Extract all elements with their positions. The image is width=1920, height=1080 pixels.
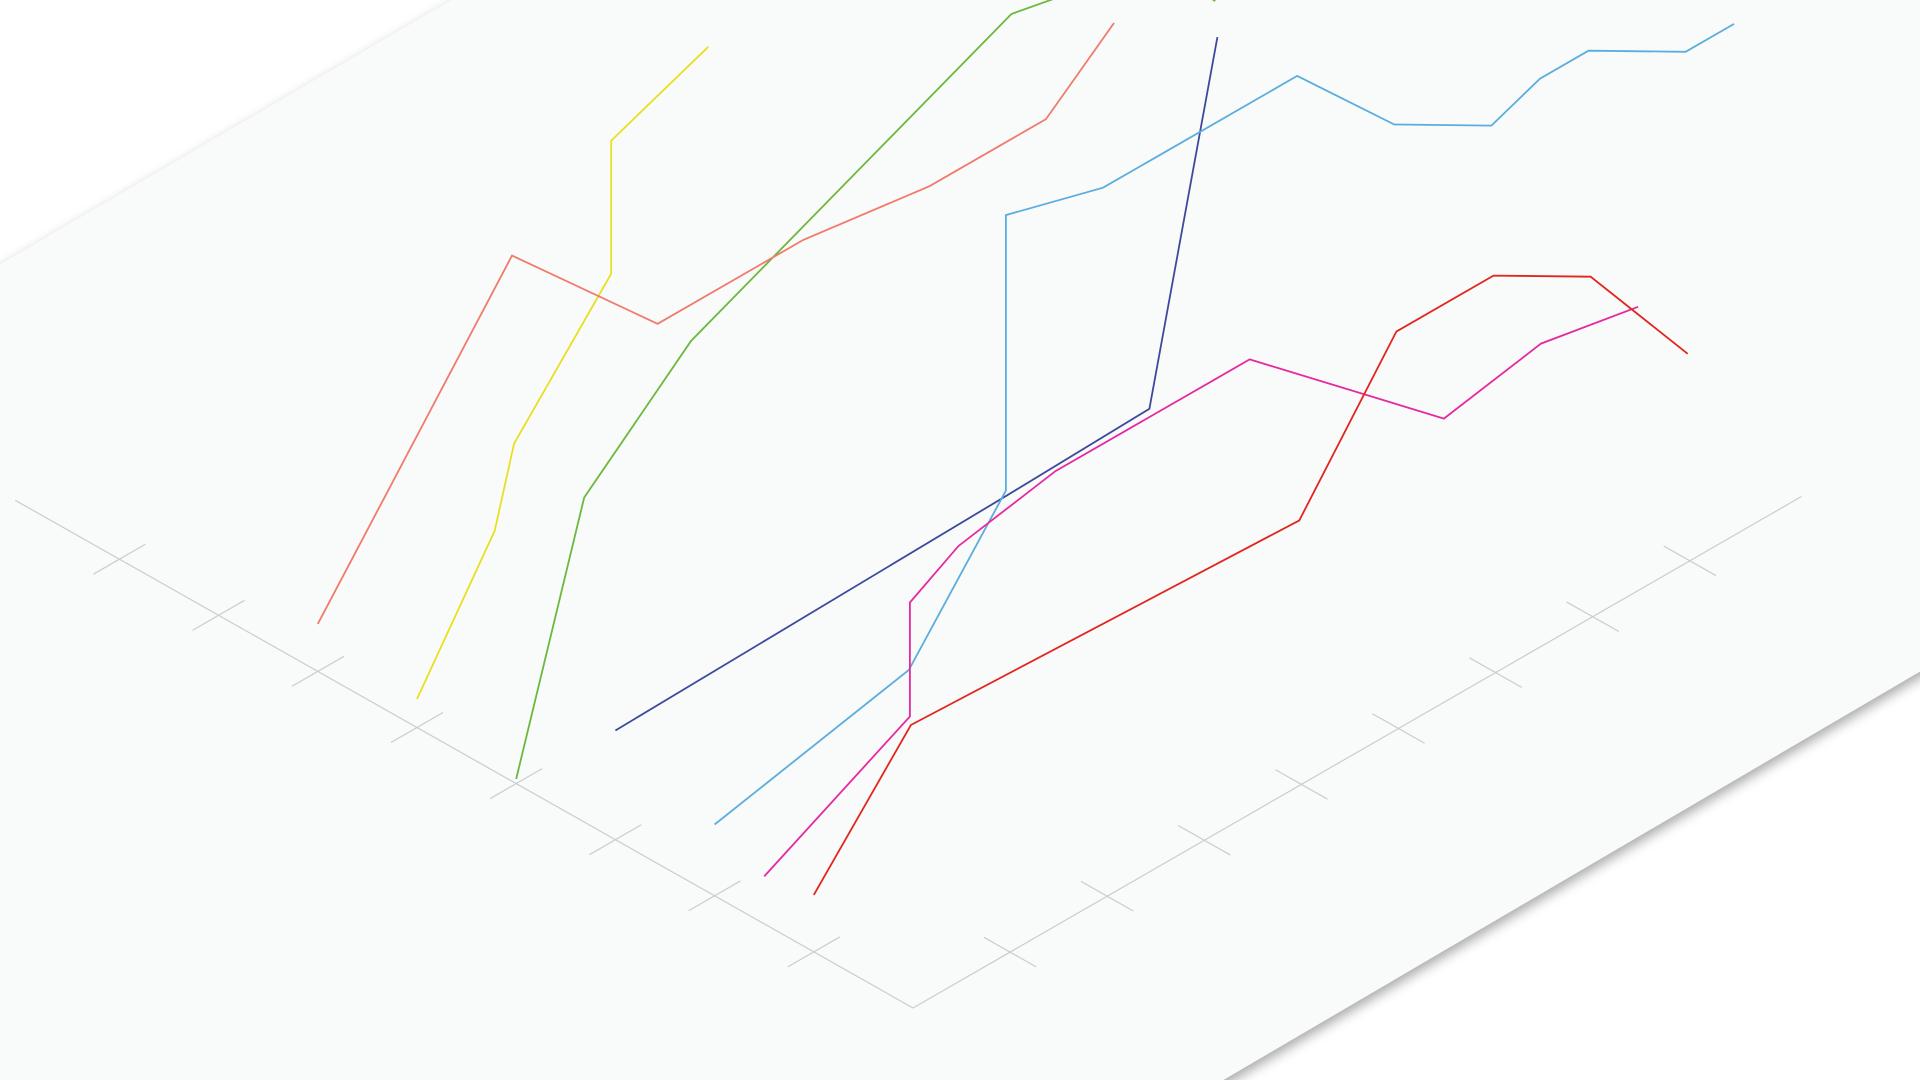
x-axis-tick	[1663, 545, 1717, 577]
series-line-7	[813, 274, 1689, 896]
series-line-5	[317, 22, 1115, 625]
series-lines	[317, 0, 1735, 896]
x-axis-line	[912, 495, 1802, 1009]
x-axis-tick	[983, 936, 1037, 968]
y-axis-tick	[688, 880, 741, 912]
y-axis-line	[14, 499, 914, 1009]
series-line-4	[714, 23, 1735, 826]
series-line-2	[515, 0, 1216, 780]
series-line-6	[763, 305, 1639, 878]
axes	[14, 495, 1802, 1009]
x-axis-tick	[1177, 825, 1231, 856]
series-line-1	[614, 36, 1219, 732]
x-axis-tick	[1274, 769, 1328, 800]
y-axis-tick	[390, 712, 444, 743]
y-axis-tick	[787, 936, 841, 968]
x-axis-tick	[1469, 657, 1523, 688]
y-axis-tick	[192, 599, 245, 631]
x-axis-tick	[1372, 713, 1425, 744]
x-axis-tick	[1080, 880, 1134, 912]
y-axis-tick	[589, 824, 642, 856]
x-axis-tick	[1566, 601, 1620, 632]
series-line-3	[416, 46, 709, 700]
y-axis-tick	[291, 655, 345, 687]
y-axis-tick	[489, 768, 543, 800]
y-axis-tick	[93, 543, 146, 575]
